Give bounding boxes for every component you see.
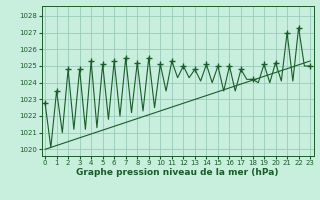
X-axis label: Graphe pression niveau de la mer (hPa): Graphe pression niveau de la mer (hPa) xyxy=(76,168,279,177)
